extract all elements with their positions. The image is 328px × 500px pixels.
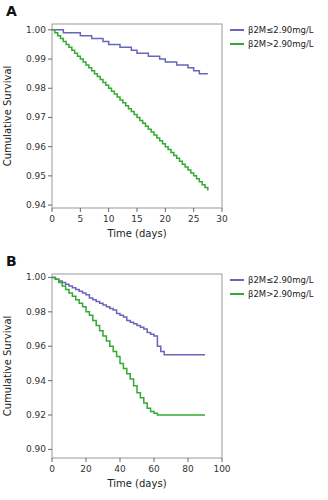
x-tick	[165, 208, 166, 212]
legend-label: β2M>2.90mg/L	[248, 289, 314, 299]
plot-frame	[52, 24, 222, 208]
y-tick-label: 0.92	[26, 410, 46, 420]
x-tick-label: 25	[188, 214, 199, 224]
figure: 0 5 10 15 20 25 30 0.94 0.95 0.96 0.97 0.98 0.99 1.00…	[0, 0, 328, 500]
y-tick	[48, 29, 52, 30]
legend-swatch	[230, 43, 244, 45]
x-tick-label: 5	[77, 214, 83, 224]
y-tick-label: 0.99	[26, 54, 46, 64]
y-tick	[48, 415, 52, 416]
legend-label: β2M≤2.90mg/L	[248, 25, 314, 35]
x-tick-label: 40	[114, 464, 126, 474]
y-tick-label: 0.97	[26, 112, 46, 122]
x-tick-label: 15	[131, 214, 142, 224]
y-tick	[48, 311, 52, 312]
y-tick-label: 0.94	[26, 200, 46, 210]
x-tick-label: 60	[148, 464, 160, 474]
x-tick	[80, 208, 81, 212]
y-tick	[48, 88, 52, 89]
x-tick-label: 100	[213, 464, 230, 474]
legend: β2M≤2.90mg/L β2M>2.90mg/L	[230, 275, 314, 299]
x-tick	[52, 208, 53, 212]
y-axis-label: Cumulative Survival	[2, 66, 13, 167]
legend-label: β2M>2.90mg/L	[248, 39, 314, 49]
x-tick	[120, 458, 121, 462]
x-axis-label: Time (days)	[106, 228, 166, 239]
panel-label: A	[6, 3, 17, 19]
legend-swatch	[230, 293, 244, 295]
y-tick	[48, 175, 52, 176]
y-tick-label: 0.90	[26, 444, 46, 454]
x-tick	[222, 458, 223, 462]
x-tick	[52, 458, 53, 462]
series-group	[52, 277, 205, 415]
step-line	[52, 277, 205, 415]
y-tick	[48, 346, 52, 347]
step-line	[52, 30, 208, 191]
y-tick	[48, 380, 52, 381]
y-tick-label: 0.98	[26, 83, 46, 93]
y-tick	[48, 449, 52, 450]
y-tick	[48, 205, 52, 206]
x-tick-label: 30	[216, 214, 228, 224]
x-tick-label: 10	[103, 214, 115, 224]
x-tick	[193, 208, 194, 212]
y-axis-label: Cumulative Survival	[2, 316, 13, 417]
x-tick	[188, 458, 189, 462]
x-tick	[86, 458, 87, 462]
legend-label: β2M≤2.90mg/L	[248, 275, 314, 285]
x-tick	[222, 208, 223, 212]
legend-swatch	[230, 279, 244, 281]
x-tick-label: 0	[49, 214, 55, 224]
y-tick-label: 0.98	[26, 307, 46, 317]
y-tick-label: 0.94	[26, 376, 46, 386]
x-tick-label: 0	[49, 464, 55, 474]
y-tick-label: 0.96	[26, 341, 46, 351]
x-tick	[154, 458, 155, 462]
panel: 0 20 40 60 80 100 0.90 0.92 0.94 0.96 0.98 1.00 Time…	[2, 253, 314, 489]
x-axis-label: Time (days)	[106, 478, 166, 489]
y-tick	[48, 59, 52, 60]
y-tick-label: 0.96	[26, 142, 46, 152]
plot-frame	[52, 274, 222, 458]
x-tick	[108, 208, 109, 212]
legend: β2M≤2.90mg/L β2M>2.90mg/L	[230, 25, 314, 49]
x-tick-label: 20	[160, 214, 172, 224]
x-tick	[137, 208, 138, 212]
step-line	[52, 277, 205, 354]
y-tick	[48, 146, 52, 147]
panel: 0 5 10 15 20 25 30 0.94 0.95 0.96 0.97 0.98 0.99 1.00…	[2, 3, 314, 239]
panel-label: B	[6, 253, 17, 269]
series-group	[52, 30, 208, 191]
y-tick-label: 1.00	[26, 25, 46, 35]
y-tick	[48, 117, 52, 118]
x-tick-label: 80	[182, 464, 194, 474]
y-tick-label: 0.95	[26, 171, 46, 181]
x-tick-label: 20	[80, 464, 92, 474]
y-tick	[48, 277, 52, 278]
y-tick-label: 1.00	[26, 272, 46, 282]
legend-swatch	[230, 29, 244, 31]
